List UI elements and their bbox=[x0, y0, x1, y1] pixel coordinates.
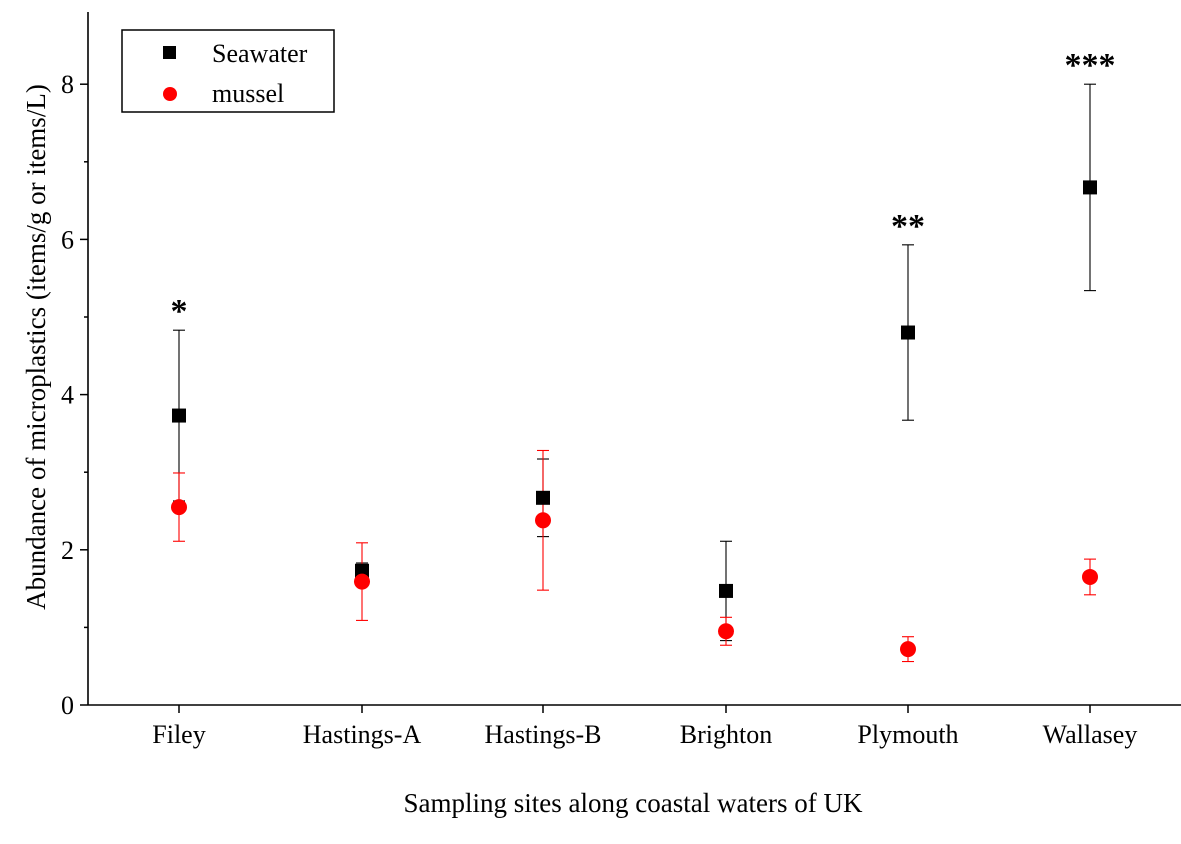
legend-marker-mussel bbox=[163, 87, 177, 101]
y-tick-label: 0 bbox=[61, 691, 74, 720]
legend-marker-seawater bbox=[163, 46, 176, 59]
x-axis-title: Sampling sites along coastal waters of U… bbox=[404, 788, 863, 818]
x-tick-label: Wallasey bbox=[1043, 720, 1138, 749]
significance-label: *** bbox=[1065, 47, 1116, 84]
data-point-mussel bbox=[354, 573, 370, 590]
data-point-seawater bbox=[901, 325, 915, 340]
data-point-mussel bbox=[171, 499, 187, 516]
x-tick-label: Plymouth bbox=[857, 720, 958, 749]
error-bars bbox=[173, 83, 1096, 663]
data-point-seawater bbox=[536, 490, 550, 505]
y-tick-label: 2 bbox=[61, 536, 74, 565]
legend-label-seawater: Seawater bbox=[212, 39, 308, 68]
legend-box bbox=[121, 29, 335, 113]
y-tick-label: 6 bbox=[61, 225, 74, 254]
data-point-seawater bbox=[1083, 180, 1097, 195]
data-markers bbox=[171, 180, 1098, 658]
significance-annotations: ****** bbox=[171, 47, 1116, 330]
y-ticks: 0 2 4 6 8 bbox=[61, 70, 88, 720]
y-tick-label: 8 bbox=[61, 70, 74, 99]
axes bbox=[87, 12, 1181, 706]
significance-label: ** bbox=[891, 208, 925, 245]
x-ticks: Filey Hastings-A Hastings-B Brighton Plymout… bbox=[152, 705, 1137, 749]
legend-label-mussel: mussel bbox=[212, 79, 284, 108]
y-axis-title: Abundance of microplastics (items/g or i… bbox=[21, 84, 51, 610]
data-point-seawater bbox=[719, 583, 733, 598]
data-point-mussel bbox=[535, 512, 551, 529]
data-point-mussel bbox=[900, 641, 916, 658]
x-tick-label: Hastings-A bbox=[303, 720, 422, 749]
data-point-mussel bbox=[718, 623, 734, 640]
legend: Seawater mussel bbox=[121, 29, 335, 113]
x-tick-label: Hastings-B bbox=[485, 720, 602, 749]
x-tick-label: Brighton bbox=[680, 720, 772, 749]
data-point-mussel bbox=[1082, 568, 1098, 585]
x-tick-label: Filey bbox=[152, 720, 205, 749]
data-point-seawater bbox=[172, 408, 186, 423]
data-point-seawater bbox=[355, 563, 369, 578]
significance-label: * bbox=[171, 293, 188, 330]
y-tick-label: 4 bbox=[61, 381, 74, 410]
